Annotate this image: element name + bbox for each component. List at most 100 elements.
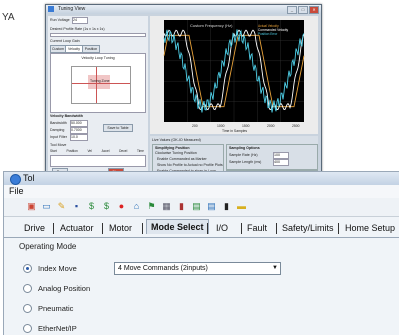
tuning-zone-label: Tuning Zone — [90, 79, 110, 83]
bw-row-value-2[interactable]: 10.0 — [70, 134, 88, 141]
live-values-checkbox-label[interactable]: Live Values (OK-IO Measured) — [152, 138, 201, 142]
x-tick-0: 200 — [192, 124, 198, 128]
sample-length-field[interactable]: 400 — [273, 159, 289, 166]
group1-opt-1[interactable]: Show No Profile to Actual no Profile Plo… — [157, 163, 223, 167]
menu-bar: File — [4, 185, 399, 198]
mode-option-ethernet-ip[interactable]: EtherNet/IP — [23, 324, 77, 333]
mode-option-index-move[interactable]: Index Move — [23, 264, 77, 273]
mode-select-panel: Operating Mode Index Move 4 Move Command… — [12, 240, 399, 335]
x-axis-label: Time in Samples — [222, 129, 247, 133]
tab-fault[interactable]: Fault — [247, 223, 268, 233]
tuning-left-panel: Run Voltage 24 Desired Profile Rate (1s … — [48, 16, 148, 196]
tuning-zone — [88, 75, 110, 89]
group2-title: Sampling Options — [229, 146, 260, 150]
legend-0: Actual Velocity — [258, 24, 279, 28]
sample-rate-field[interactable]: 100 — [273, 152, 289, 159]
ctrl-label-time: Time — [136, 149, 144, 153]
x-tick-2: 1500 — [242, 124, 250, 128]
close-button[interactable]: ✕ — [309, 6, 319, 14]
tab-actuator[interactable]: Actuator — [60, 223, 94, 233]
edit-icon[interactable]: ✎ — [57, 201, 66, 211]
minimize-button[interactable]: _ — [287, 6, 297, 14]
radio-icon[interactable] — [23, 264, 32, 273]
tuning-hline — [72, 83, 130, 84]
stop-icon[interactable]: ● — [118, 201, 125, 211]
mode-option-analog-position[interactable]: Analog Position — [23, 284, 90, 293]
tab-bar: Drive Actuator Motor Mode Select I/O Fau… — [4, 217, 399, 241]
maximize-button[interactable]: □ — [298, 6, 308, 14]
run-voltage-field[interactable]: 24 — [72, 17, 88, 24]
ctrl-label-start: Start — [50, 149, 57, 153]
home-icon[interactable]: ⌂ — [133, 201, 140, 211]
menu-file[interactable]: File — [9, 186, 24, 196]
chart-icon[interactable]: ▤ — [192, 201, 201, 211]
x-tick-3: 2000 — [267, 124, 275, 128]
profile-rate-slider[interactable] — [50, 33, 146, 37]
main-window: Tol File ▣ ▭ ✎ ▪ $ $ ● ⌂ ⚑ ▦ ▮ ▤ ▤ ▮ ▬ D… — [3, 171, 399, 335]
tuning-vline — [96, 67, 97, 103]
tab-separator — [142, 223, 143, 234]
operating-mode-label: Operating Mode — [19, 242, 77, 251]
bw-row-value-1[interactable]: 0.7000 — [70, 127, 88, 134]
folder-icon[interactable]: ▬ — [237, 201, 246, 211]
chart-icon[interactable]: ▤ — [207, 201, 216, 211]
new-icon[interactable]: ▣ — [27, 201, 36, 211]
ctrl-label-vel: Vel — [87, 149, 92, 153]
main-title: Tol — [23, 173, 35, 183]
tab-separator — [207, 223, 208, 234]
tab-mode-select[interactable]: Mode Select — [146, 219, 209, 234]
radio-icon[interactable] — [23, 324, 32, 333]
tab-separator — [53, 223, 54, 234]
radio-icon[interactable] — [23, 284, 32, 293]
group1-title: Simplifying Position — [155, 146, 190, 150]
velocity-plot-title: Velocity Loop Tuning — [81, 56, 115, 60]
bw-row-label-2: Input Filter — [50, 135, 67, 139]
group1-opt-0[interactable]: Enable Commanded as Marker — [157, 157, 207, 161]
save-to-table-button[interactable]: Save to Table — [103, 124, 133, 132]
tab-velocity[interactable]: Velocity — [65, 45, 83, 53]
ctrl-label-accel: Accel — [101, 149, 110, 153]
bw-row-value-0[interactable]: 50.000 — [70, 120, 88, 127]
tab-home-setup[interactable]: Home Setup — [345, 223, 396, 233]
tab-underline — [4, 237, 399, 238]
sample-rate-label: Sample Rate (Hz) — [229, 153, 258, 157]
index-mode-select-value: 4 Move Commands (2inputs) — [118, 265, 208, 272]
monitor-icon[interactable]: ▭ — [42, 201, 51, 211]
current-loop-label: Current Loop Gain — [50, 39, 80, 43]
corner-text: YA — [2, 12, 15, 23]
legend-1: Commanded Velocity — [258, 28, 289, 32]
tuning-titlebar: Tuning View _ □ ✕ — [46, 5, 321, 14]
grid-icon[interactable]: ▦ — [162, 201, 171, 211]
mode-label-analog-position: Analog Position — [38, 284, 91, 293]
scope-grid — [164, 20, 304, 122]
move-grid[interactable] — [50, 155, 146, 167]
scope-panel: Custom Frequency (Hz) Actual Velocity Co… — [150, 16, 318, 134]
tab-motor[interactable]: Motor — [109, 223, 133, 233]
chevron-down-icon[interactable]: ▼ — [272, 265, 278, 271]
sample-length-label: Sample Length (ms) — [229, 160, 262, 164]
dollar-icon[interactable]: $ — [103, 201, 109, 211]
tab-safety-limits[interactable]: Safety/Limits — [282, 223, 334, 233]
tool-move-label: Tool Move — [50, 143, 67, 147]
radio-icon[interactable] — [23, 304, 32, 313]
tab-io[interactable]: I/O — [216, 223, 229, 233]
tab-custom[interactable]: Custom — [50, 45, 66, 53]
dollar-icon[interactable]: $ — [88, 201, 94, 211]
tab-position[interactable]: Position — [82, 45, 100, 53]
chart-icon[interactable]: ⚑ — [147, 201, 156, 211]
tab-drive[interactable]: Drive — [24, 223, 46, 233]
index-mode-select[interactable]: 4 Move Commands (2inputs) ▼ — [114, 262, 281, 275]
battery-icon[interactable]: ▮ — [224, 201, 229, 211]
app-icon — [10, 174, 21, 185]
scope-chart: Custom Frequency (Hz) Actual Velocity Co… — [163, 20, 305, 133]
ctrl-label-decel: Decel — [119, 149, 128, 153]
tuning-title: Tuning View — [58, 6, 86, 12]
io-icon[interactable]: ▮ — [179, 201, 184, 211]
velocity-plot-area: Tuning Zone — [71, 66, 131, 104]
profile-rate-label: Desired Profile Rate (1s x 1s x 1s) — [50, 27, 105, 31]
mode-option-pneumatic[interactable]: Pneumatic — [23, 304, 73, 313]
save-icon[interactable]: ▪ — [74, 201, 79, 211]
legend-2: Position Error — [258, 32, 278, 36]
tuning-app-icon — [48, 6, 54, 12]
velocity-loop-plot: Velocity Loop Tuning Tuning Zone — [50, 53, 146, 113]
